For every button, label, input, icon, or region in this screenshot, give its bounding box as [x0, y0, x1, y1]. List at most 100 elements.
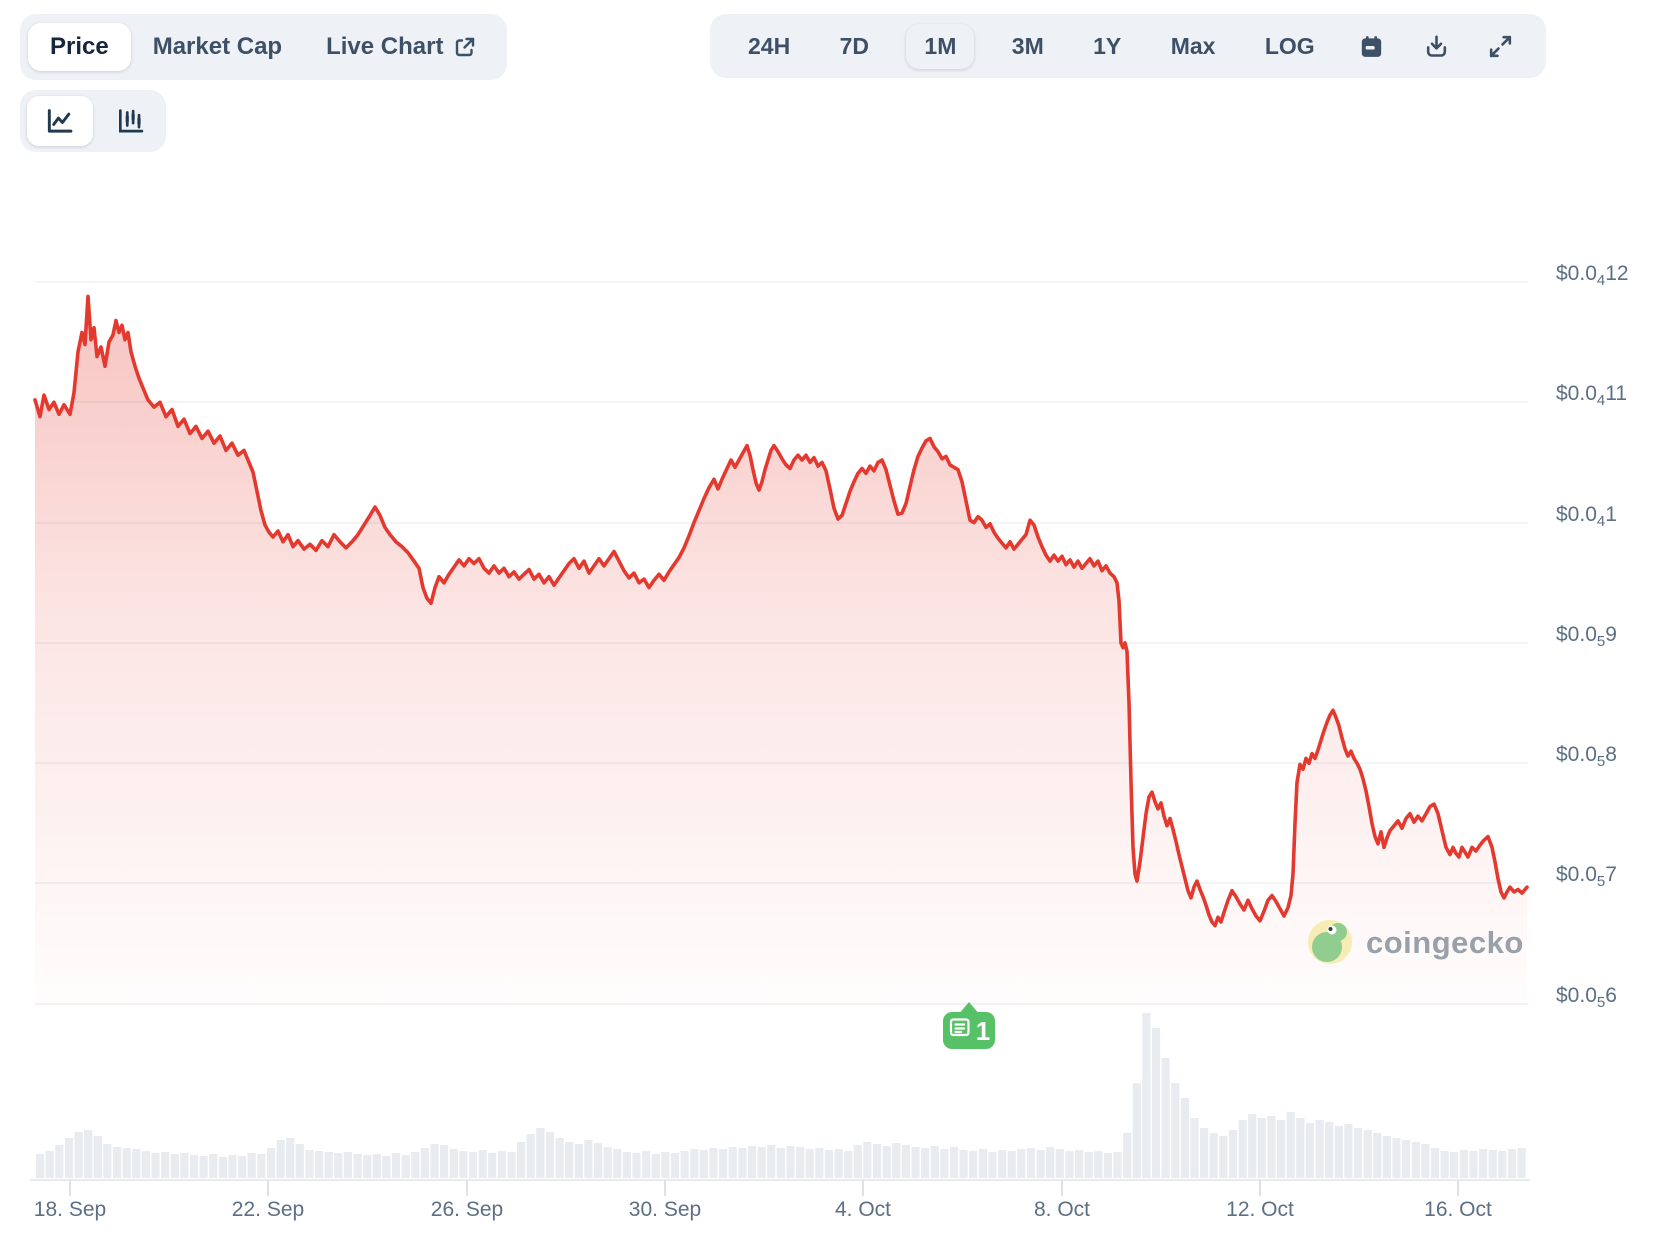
tab-live-chart[interactable]: Live Chart: [304, 23, 499, 71]
volume-bar: [834, 1149, 843, 1178]
range-24h[interactable]: 24H: [736, 24, 802, 69]
volume-bar: [218, 1157, 227, 1178]
volume-bar: [93, 1136, 102, 1178]
volume-bar: [286, 1138, 295, 1178]
volume-bar: [1286, 1112, 1295, 1178]
volume-bar: [949, 1147, 959, 1178]
y-axis-label: $0.0412: [1556, 262, 1629, 289]
volume-bar: [238, 1156, 247, 1178]
range-1m[interactable]: 1M: [906, 24, 974, 69]
volume-bar: [1430, 1148, 1440, 1178]
volume-bar: [315, 1151, 324, 1178]
volume-bar: [1334, 1126, 1343, 1178]
x-axis: 18. Sep 22. Sep 26. Sep 30. Sep 4. Oct 8. Oct…: [30, 1179, 1530, 1221]
volume-bar: [863, 1142, 872, 1178]
volume-bar: [930, 1146, 939, 1178]
volume-bar: [565, 1142, 574, 1178]
volume-bar: [391, 1153, 401, 1178]
volume-bar: [1305, 1123, 1314, 1178]
volume-bar: [988, 1152, 997, 1178]
volume-bar: [815, 1148, 824, 1178]
y-axis-label: $0.057: [1556, 863, 1617, 890]
volume-bar: [517, 1142, 526, 1178]
range-max[interactable]: Max: [1159, 24, 1228, 69]
price-line: [33, 294, 1529, 928]
volume-bar: [1459, 1150, 1468, 1178]
date-range-button[interactable]: [1352, 27, 1391, 66]
news-annotation-badge[interactable]: 1: [943, 1002, 995, 1049]
volume-bar: [1315, 1120, 1324, 1178]
volume-bar: [536, 1128, 545, 1178]
volume-bar: [853, 1145, 862, 1178]
volume-bar: [430, 1144, 439, 1178]
volume-bar: [305, 1150, 314, 1178]
expand-icon: [1489, 35, 1512, 57]
volume-bar: [1123, 1133, 1132, 1178]
volume-bar: [324, 1152, 333, 1178]
volume-bar: [1267, 1116, 1276, 1178]
volume-bar: [1007, 1151, 1016, 1178]
volume-bar: [1075, 1150, 1084, 1178]
volume-bar: [661, 1152, 670, 1178]
volume-bar: [613, 1149, 622, 1178]
x-tick-label: 8. Oct: [1034, 1198, 1090, 1221]
range-toolbar: 24H 7D 1M 3M 1Y Max LOG: [710, 14, 1546, 78]
volume-bar: [74, 1132, 83, 1178]
x-tick-label: 16. Oct: [1424, 1198, 1492, 1221]
candlestick-chart-type-button[interactable]: [103, 96, 159, 146]
volume-bar: [343, 1152, 352, 1178]
range-1y[interactable]: 1Y: [1081, 24, 1133, 69]
volume-bar: [382, 1156, 391, 1178]
y-axis-label: $0.0411: [1556, 382, 1627, 409]
volume-bar: [892, 1143, 901, 1178]
volume-bar: [151, 1153, 160, 1178]
volume-bar: [719, 1149, 728, 1178]
volume-bar: [1219, 1136, 1228, 1178]
y-axis-labels: $0.0412 $0.0411 $0.041 $0.059 $0.058 $0.057 $0…: [1556, 262, 1629, 1011]
volume-bar: [1026, 1148, 1036, 1178]
range-3m[interactable]: 3M: [1000, 24, 1056, 69]
volume-bar: [680, 1151, 689, 1178]
price-line-path: [33, 294, 1529, 928]
volume-bar: [776, 1148, 785, 1178]
volume-bar: [969, 1151, 978, 1178]
fullscreen-button[interactable]: [1481, 27, 1520, 66]
x-tick-label: 30. Sep: [629, 1198, 701, 1221]
volume-bar: [497, 1151, 506, 1178]
range-7d[interactable]: 7D: [828, 24, 881, 69]
volume-bar: [1498, 1151, 1507, 1178]
volume-bar: [1017, 1149, 1026, 1178]
volume-bar: [1450, 1152, 1459, 1178]
volume-bar: [1440, 1151, 1449, 1178]
volume-bar: [401, 1155, 410, 1178]
volume-bar: [1084, 1152, 1093, 1178]
volume-bar: [824, 1150, 833, 1178]
volume-bar: [545, 1132, 555, 1178]
volume-bar: [411, 1152, 420, 1178]
line-chart-type-button[interactable]: [27, 96, 93, 146]
download-icon: [1426, 35, 1446, 57]
volume-bar: [1248, 1114, 1257, 1178]
volume-bar: [1161, 1058, 1170, 1178]
price-area: [35, 296, 1527, 1008]
volume-bar: [103, 1144, 112, 1178]
volume-bar: [488, 1153, 497, 1178]
volume-bar: [584, 1140, 593, 1178]
volume-bar: [603, 1147, 612, 1178]
volume-bar: [353, 1154, 362, 1178]
volume-bar: [911, 1147, 920, 1178]
volume-bar: [266, 1148, 276, 1178]
volume-bar: [449, 1149, 458, 1178]
log-scale-toggle[interactable]: LOG: [1253, 24, 1327, 69]
tab-market-cap[interactable]: Market Cap: [131, 23, 304, 71]
tab-price[interactable]: Price: [28, 23, 131, 71]
volume-bar: [767, 1145, 776, 1178]
volume-bar: [921, 1148, 930, 1178]
x-tick-label: 4. Oct: [835, 1198, 891, 1221]
volume-bar: [420, 1148, 429, 1178]
download-button[interactable]: [1417, 27, 1456, 66]
volume-bar: [1325, 1122, 1334, 1178]
volume-bar: [1094, 1151, 1103, 1178]
candlestick-icon: [119, 109, 144, 133]
